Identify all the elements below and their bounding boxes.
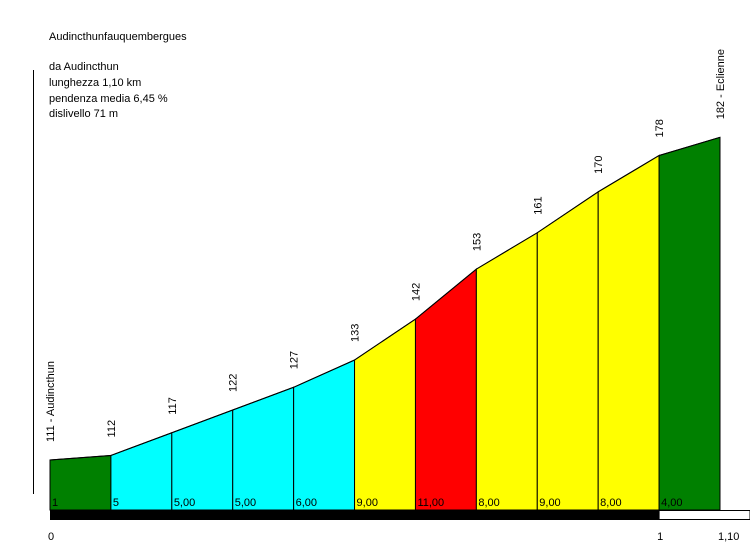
segment-gradient-label: 5,00 <box>174 497 195 509</box>
x-tick-label: 1,10 <box>718 531 739 543</box>
profile-segment <box>536 190 599 511</box>
elevation-label: 117 <box>167 397 179 415</box>
profile-segment <box>49 454 112 511</box>
segment-gradient-label: 5,00 <box>235 497 256 509</box>
elevation-label: 182 - Eclienne <box>715 49 727 119</box>
elevation-label: 111 - Audincthun <box>45 361 57 442</box>
elevation-label: 122 <box>228 374 240 392</box>
start-location: da Audincthun <box>49 61 119 73</box>
elevation-label: 178 <box>654 119 666 137</box>
elevation-label: 142 <box>410 283 422 301</box>
profile-segment <box>414 268 477 511</box>
x-tick-label: 1 <box>657 531 663 543</box>
distance-bar-partial <box>658 510 750 520</box>
elevation-label: 112 <box>106 420 118 438</box>
segment-gradient-label: 8,00 <box>478 497 499 509</box>
length-info: lunghezza 1,10 km <box>49 77 142 89</box>
segment-gradient-label: 4,00 <box>661 497 682 509</box>
profile-segment <box>354 318 416 511</box>
chart-title: Audincthunfauquembergues <box>49 31 187 43</box>
profile-segment <box>293 359 356 511</box>
segment-gradient-label: 8,00 <box>600 497 621 509</box>
segment-gradient-label: 1 <box>52 497 58 509</box>
segment-gradient-label: 5 <box>113 497 119 509</box>
elevation-gain-info: dislivello 71 m <box>49 108 119 120</box>
segment-gradient-label: 11,00 <box>417 497 444 509</box>
profile-segment <box>232 386 295 511</box>
segment-gradient-label: 9,00 <box>357 497 378 509</box>
distance-bar-full <box>50 510 660 520</box>
elevation-label: 153 <box>471 233 483 251</box>
elevation-label: 161 <box>532 196 544 214</box>
gradient-info: pendenza media 6,45 % <box>49 93 168 105</box>
profile-segment <box>658 136 721 511</box>
segment-gradient-label: 6,00 <box>296 497 317 509</box>
profile-segment <box>475 231 538 511</box>
segment-gradient-label: 9,00 <box>539 497 560 509</box>
x-tick-label: 0 <box>48 531 54 543</box>
profile-outline <box>49 136 721 461</box>
profile-segment <box>171 409 234 511</box>
profile-segment <box>597 154 660 511</box>
elevation-label: 127 <box>289 351 301 369</box>
elevation-label: 133 <box>350 324 362 342</box>
elevation-label: 170 <box>593 155 605 173</box>
